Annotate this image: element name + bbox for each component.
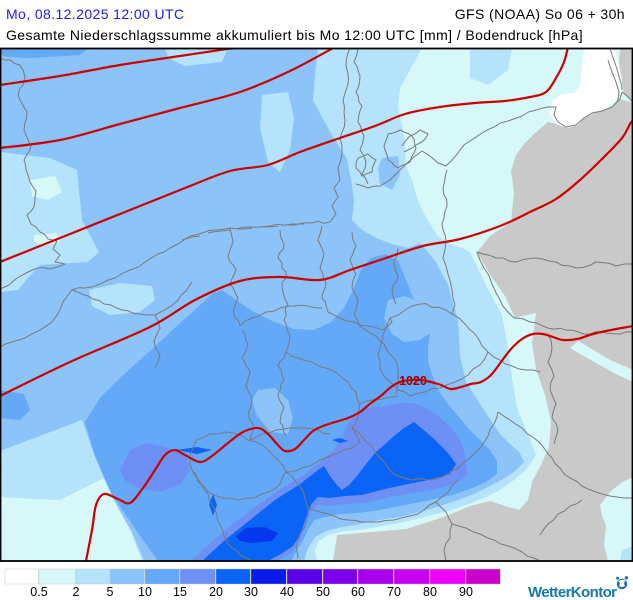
svg-text:50: 50 [316,585,330,599]
svg-text:70: 70 [387,585,401,599]
svg-text:10: 10 [138,585,152,599]
svg-text:30: 30 [244,585,258,599]
svg-text:1020: 1020 [399,374,427,388]
svg-text:2: 2 [73,585,80,599]
svg-text:WetterKontor: WetterKontor [528,584,617,600]
svg-text:80: 80 [423,585,437,599]
svg-text:90: 90 [459,585,473,599]
svg-text:5: 5 [107,585,114,599]
svg-text:0.5: 0.5 [30,585,47,599]
svg-text:60: 60 [351,585,365,599]
svg-text:15: 15 [173,585,187,599]
svg-text:40: 40 [280,585,294,599]
svg-text:20: 20 [209,585,223,599]
